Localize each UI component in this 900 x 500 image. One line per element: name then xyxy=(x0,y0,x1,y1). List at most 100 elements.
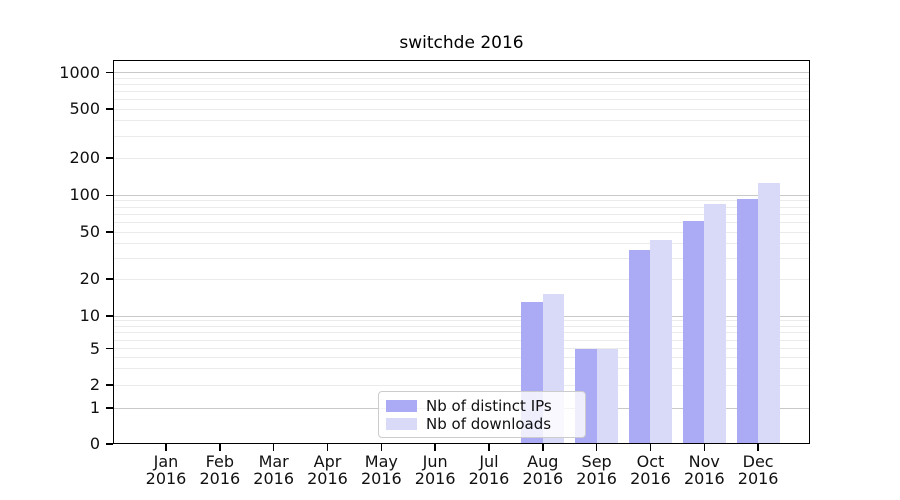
x-tickmark xyxy=(272,444,275,451)
y-tickmark xyxy=(106,71,113,74)
legend: Nb of distinct IPs Nb of downloads xyxy=(378,391,586,438)
x-tick-month: Apr xyxy=(313,452,342,471)
y-tick-label: 2 xyxy=(89,375,100,394)
x-tick-label: Jan 2016 xyxy=(126,453,206,487)
gridline-minor xyxy=(114,90,809,92)
x-tickmark xyxy=(380,444,383,451)
x-tick-year: 2016 xyxy=(737,469,779,488)
gridline-minor xyxy=(114,135,809,137)
bar-downloads xyxy=(758,183,780,444)
x-tick-label: Jun 2016 xyxy=(395,453,475,487)
x-tickmark xyxy=(326,444,329,451)
x-tick-month: Nov xyxy=(688,452,720,471)
y-tickmark xyxy=(106,443,113,445)
gridline-minor xyxy=(114,339,809,341)
x-tick-year: 2016 xyxy=(360,469,402,488)
gridline-minor xyxy=(114,368,809,370)
x-tick-label: Apr 2016 xyxy=(287,453,367,487)
x-tickmark xyxy=(703,444,706,451)
chart-title: switchde 2016 xyxy=(399,33,524,53)
bar-downloads xyxy=(704,203,726,444)
legend-swatch-distinct-ips xyxy=(386,400,417,412)
gridline-minor xyxy=(114,231,809,233)
gridline-minor xyxy=(114,384,809,386)
gridline-minor xyxy=(114,332,809,334)
gridline-minor xyxy=(114,356,809,358)
y-tickmark xyxy=(106,347,113,350)
y-tick-label: 20 xyxy=(79,269,100,288)
legend-entry-distinct-ips: Nb of distinct IPs xyxy=(386,397,577,415)
gridline-minor xyxy=(114,213,809,215)
x-tick-year: 2016 xyxy=(145,469,187,488)
gridline-minor xyxy=(114,83,809,85)
bar-distinct-ips xyxy=(628,250,651,444)
gridline-minor xyxy=(114,325,809,327)
gridline-major xyxy=(114,194,809,196)
gridline-minor xyxy=(114,348,809,350)
x-tick-label: Sep 2016 xyxy=(557,453,637,487)
gridline-minor xyxy=(114,242,809,244)
x-tick-label: Aug 2016 xyxy=(503,453,583,487)
x-tick-year: 2016 xyxy=(683,469,725,488)
y-tickmark xyxy=(106,407,113,409)
x-tick-label: Mar 2016 xyxy=(234,453,314,487)
gridline-minor xyxy=(114,221,809,223)
x-tickmark xyxy=(757,444,759,451)
x-tickmark xyxy=(219,444,221,451)
y-tickmark xyxy=(106,384,113,386)
x-tickmark xyxy=(649,444,652,451)
x-tick-year: 2016 xyxy=(199,469,241,488)
x-tickmark xyxy=(165,444,167,451)
legend-entry-downloads: Nb of downloads xyxy=(386,415,577,433)
x-tickmark xyxy=(434,444,436,451)
gridline-major xyxy=(114,315,809,317)
x-tickmark xyxy=(595,444,598,451)
gridline-minor xyxy=(114,257,809,259)
x-tick-year: 2016 xyxy=(630,469,671,488)
x-tick-label: Oct 2016 xyxy=(610,453,690,487)
bar-downloads xyxy=(596,348,619,444)
x-tick-year: 2016 xyxy=(576,469,617,488)
y-tick-label: 100 xyxy=(69,185,100,205)
y-tick-label: 5 xyxy=(89,338,100,358)
x-tick-year: 2016 xyxy=(522,469,564,488)
x-tickmark xyxy=(488,444,490,451)
y-tickmark xyxy=(106,157,113,159)
y-tick-label: 10 xyxy=(79,306,100,325)
gridline-major xyxy=(114,72,809,73)
bar-distinct-ips xyxy=(736,199,759,444)
x-tick-month: May xyxy=(364,452,398,471)
y-tick-label: 1000 xyxy=(59,62,100,82)
x-tick-month: Feb xyxy=(205,452,234,471)
y-tick-label: 500 xyxy=(69,99,100,118)
x-tick-label: Nov 2016 xyxy=(664,453,744,487)
x-tick-year: 2016 xyxy=(253,469,295,488)
y-tickmark xyxy=(106,315,113,317)
x-tick-label: Feb 2016 xyxy=(180,453,260,487)
x-tickmark xyxy=(542,444,544,451)
bar-distinct-ips xyxy=(682,220,705,444)
x-tick-year: 2016 xyxy=(307,469,348,488)
y-tick-label: 200 xyxy=(69,148,100,167)
gridline-minor xyxy=(114,200,809,202)
x-tick-month: Oct xyxy=(636,452,665,471)
legend-label-distinct-ips: Nb of distinct IPs xyxy=(426,397,552,415)
bar-downloads xyxy=(650,239,673,444)
x-tick-month: Sep xyxy=(581,452,612,471)
gridline-minor xyxy=(114,278,809,280)
x-tick-month: Mar xyxy=(258,452,289,471)
y-tickmark xyxy=(106,231,113,233)
x-tick-label: Jul 2016 xyxy=(449,453,529,487)
x-tick-month: Aug xyxy=(527,452,559,471)
gridline-minor xyxy=(114,108,809,110)
gridline-minor xyxy=(114,120,809,122)
x-tick-year: 2016 xyxy=(468,469,510,488)
legend-label-downloads: Nb of downloads xyxy=(426,415,552,433)
x-tick-label: May 2016 xyxy=(341,453,421,487)
y-tickmark xyxy=(106,278,113,280)
x-tick-label: Dec 2016 xyxy=(718,453,798,487)
y-tick-label: 0 xyxy=(89,434,100,453)
x-tick-month: Jan xyxy=(153,452,179,471)
y-tick-label: 1 xyxy=(89,398,100,417)
